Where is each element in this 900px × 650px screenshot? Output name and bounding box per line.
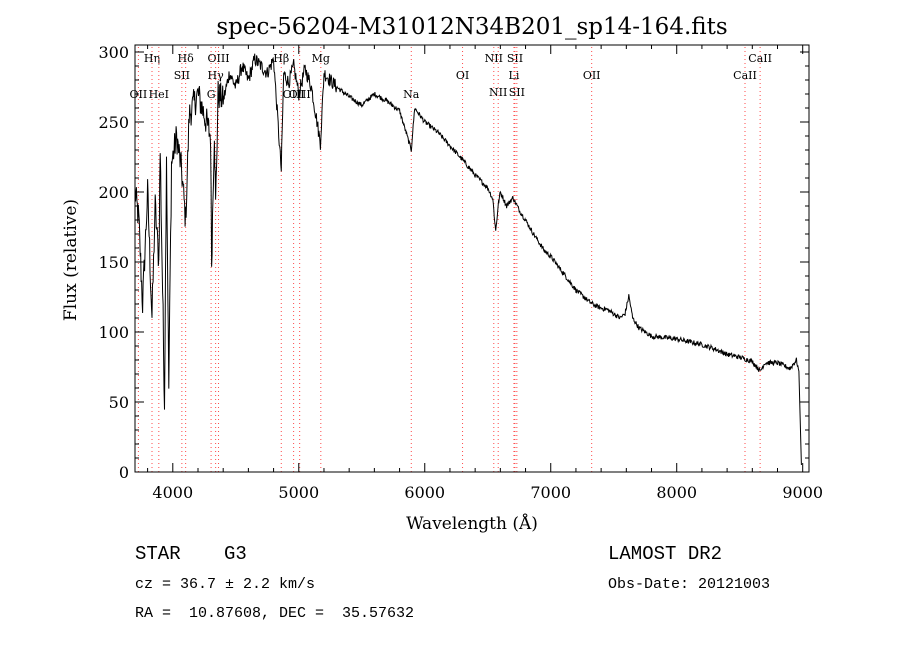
series-line-0 — [134, 53, 802, 466]
redshift-cz: cz = 36.7 ± 2.2 km/s — [135, 576, 316, 593]
line-label-6: Hγ — [208, 69, 225, 82]
line-label-11: Mg — [312, 52, 330, 65]
y-tick-label: 0 — [119, 463, 129, 482]
x-tick-label: 7000 — [530, 483, 571, 502]
line-label-15: NII — [489, 86, 507, 99]
line-label-20: CaII — [748, 52, 772, 65]
line-label-3: Hδ — [178, 52, 195, 65]
y-tick-label: 150 — [98, 253, 129, 272]
y-tick-label: 100 — [98, 323, 129, 342]
line-label-12: Na — [403, 88, 420, 101]
line-label-17: Li — [509, 69, 520, 82]
plot-frame — [134, 44, 810, 473]
chart-title: spec-56204-M31012N34B201_sp14-164.fits — [216, 14, 727, 40]
axis-ticks: 4000 5000 6000 7000 8000 9000 0 50 100 150 200 250 3… — [98, 43, 823, 502]
x-tick-label: 6000 — [404, 483, 445, 502]
x-tick-label: 8000 — [656, 483, 697, 502]
line-label-5: OIII — [207, 52, 229, 65]
survey-name: LAMOST DR2 — [608, 543, 723, 565]
x-axis-label: Wavelength (Å) — [406, 513, 538, 534]
x-tick-label: 9000 — [782, 483, 823, 502]
y-axis-label: Flux (relative) — [61, 199, 81, 321]
series-layer — [134, 53, 802, 466]
line-label-19: OII — [583, 69, 601, 82]
x-tick-label: 4000 — [152, 483, 193, 502]
line-label-2: HeI — [149, 88, 169, 101]
line-label-7: G — [207, 88, 216, 101]
obs-date: Obs-Date: 20121003 — [608, 576, 771, 593]
y-tick-label: 50 — [109, 393, 129, 412]
y-tick-label: 200 — [98, 183, 129, 202]
line-label-21: CaII — [733, 69, 757, 82]
object-class: STAR — [135, 543, 181, 565]
spectral-lines: OIIHηHeIHδSIIOIIIHγGHβOIIIOIIIMgNaOINIIN… — [130, 47, 772, 472]
line-label-18: SII — [509, 86, 525, 99]
object-subclass: G3 — [224, 543, 247, 565]
line-label-1: Hη — [144, 52, 160, 65]
y-tick-label: 300 — [98, 43, 129, 62]
line-label-14: NII — [485, 52, 503, 65]
line-label-4: SII — [174, 69, 190, 82]
line-label-8: Hβ — [273, 52, 289, 65]
x-tick-label: 5000 — [278, 483, 319, 502]
coordinates: RA = 10.87608, DEC = 35.57632 — [135, 605, 415, 622]
line-label-16: SII — [507, 52, 523, 65]
line-label-13: OI — [456, 69, 469, 82]
y-tick-label: 250 — [98, 113, 129, 132]
